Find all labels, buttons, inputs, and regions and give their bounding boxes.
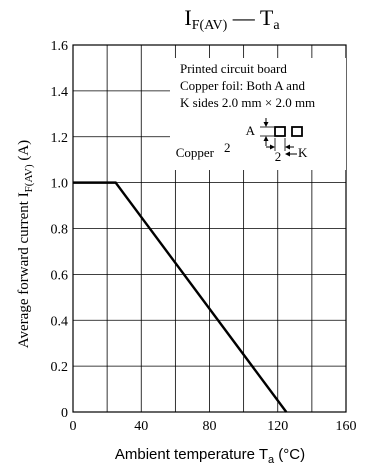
x-tick-label-3: 120 bbox=[267, 419, 288, 434]
y-tick-label-6: 1.2 bbox=[51, 131, 69, 146]
annotation-line-1: Printed circuit board bbox=[180, 61, 287, 76]
series-group bbox=[73, 181, 288, 413]
x-tick-label-0: 0 bbox=[70, 419, 77, 434]
tick-labels: 0 40 80 120 160 0 0.2 0.4 0.6 0.8 1.0 1.2 1.4 1.6 bbox=[51, 39, 357, 434]
annotation: Printed circuit board Copper foil: Both … bbox=[170, 58, 346, 170]
x-tick-label-2: 80 bbox=[203, 419, 217, 434]
pad-a-label: A bbox=[246, 123, 256, 138]
chart-title: IF(AV) — Ta bbox=[184, 5, 280, 33]
y-tick-label-7: 1.4 bbox=[51, 85, 69, 100]
x-tick-label-1: 40 bbox=[134, 419, 148, 434]
dim-vertical-arrowhead-bottom bbox=[263, 136, 269, 141]
y-axis-label: Average forward current IF(AV) (A) bbox=[16, 140, 35, 348]
y-tick-label-8: 1.6 bbox=[51, 39, 69, 54]
title-main: I bbox=[184, 5, 191, 30]
y-tick-label-5: 1.0 bbox=[51, 177, 69, 192]
pad-k-label: K bbox=[298, 145, 308, 160]
dim-vertical-label: 2 bbox=[224, 140, 231, 155]
y-tick-label-2: 0.4 bbox=[51, 314, 69, 329]
annotation-background bbox=[170, 58, 346, 170]
y-tick-label-3: 0.6 bbox=[51, 268, 69, 283]
k-pointer-arrowhead bbox=[285, 151, 290, 157]
y-tick-label-1: 0.2 bbox=[51, 360, 69, 375]
derating-curve-0 bbox=[73, 181, 288, 413]
x-axis-label: Ambient temperature Ta (°C) bbox=[115, 446, 305, 466]
dim-horizontal-label: 2 bbox=[275, 149, 282, 164]
xlabel-text: Ambient temperature T bbox=[115, 446, 268, 463]
dim-horizontal-arrowhead-right bbox=[285, 144, 290, 150]
pad-k-square bbox=[291, 126, 303, 137]
title-var-subscript: a bbox=[273, 18, 280, 33]
annotation-line-3: K sides 2.0 mm × 2.0 mm bbox=[180, 95, 315, 110]
pad-a-square bbox=[274, 126, 286, 137]
xlabel-subscript: a bbox=[268, 454, 275, 466]
title-main-subscript: F(AV) bbox=[192, 18, 228, 33]
dim-vertical-arrowhead-top bbox=[263, 122, 269, 127]
ylabel-subscript: F(AV) bbox=[23, 164, 35, 192]
ylabel-text: Average forward current I bbox=[16, 192, 32, 348]
y-tick-label-4: 0.8 bbox=[51, 223, 69, 238]
y-tick-label-0: 0 bbox=[61, 406, 68, 421]
title-dash: — bbox=[227, 5, 260, 30]
dim-horizontal-arrowhead-left bbox=[270, 144, 275, 150]
xlabel-unit: (°C) bbox=[274, 446, 305, 463]
annotation-line-2: Copper foil: Both A and bbox=[180, 78, 305, 93]
x-tick-label-4: 160 bbox=[336, 419, 357, 434]
plot-frame bbox=[72, 44, 347, 413]
ylabel-unit: (A) bbox=[16, 140, 32, 165]
copper-label: Copper bbox=[176, 145, 215, 160]
title-var: T bbox=[260, 5, 274, 30]
